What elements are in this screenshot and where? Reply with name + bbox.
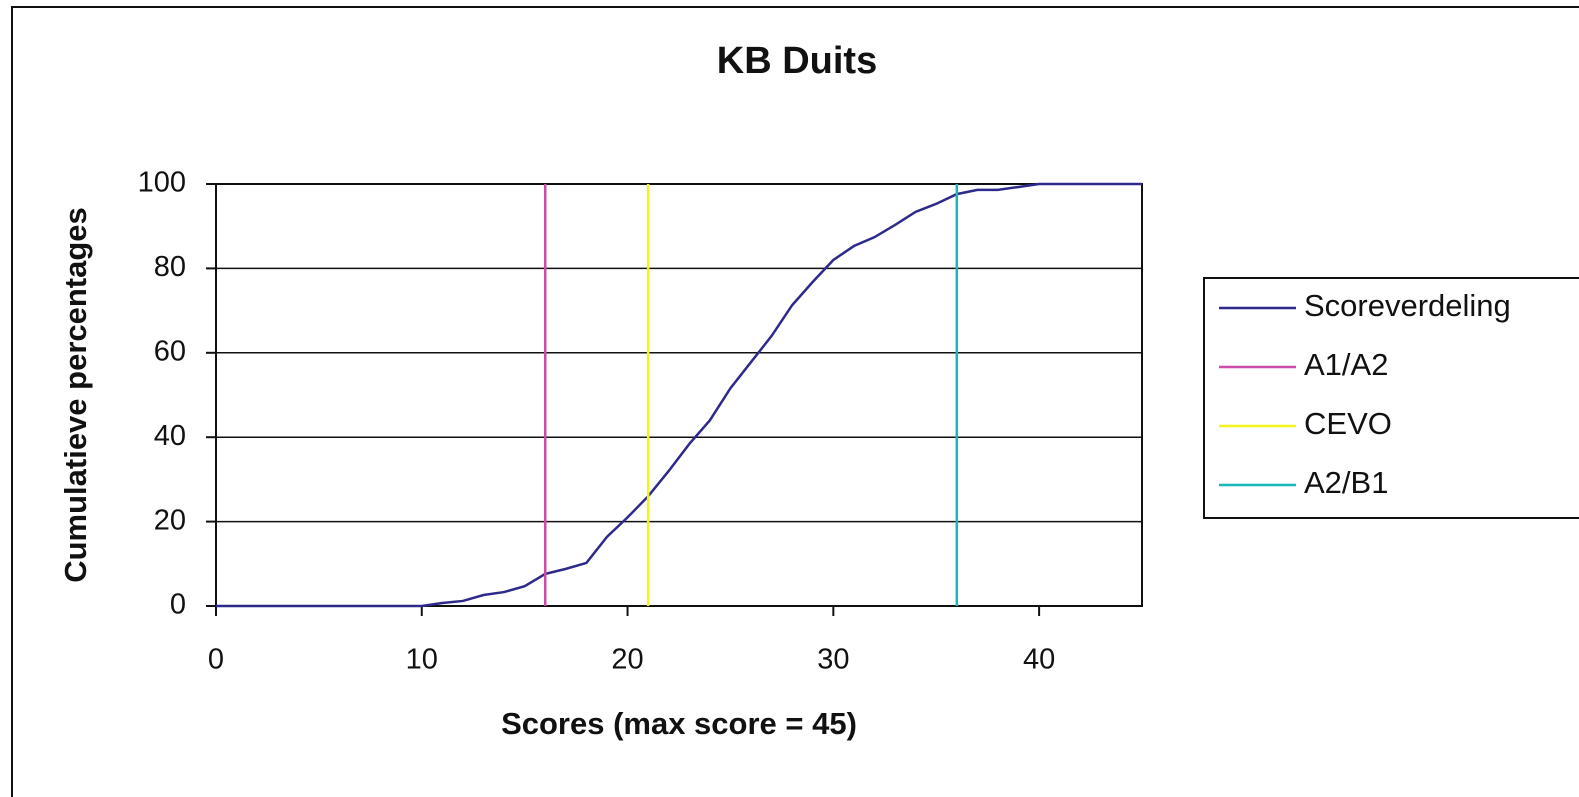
frame (11, 6, 1579, 797)
y-tick-label: 40 (154, 420, 186, 452)
y-tick-label: 80 (154, 251, 186, 283)
x-tick-label: 20 (611, 644, 643, 676)
x-tick-label: 40 (1023, 644, 1055, 676)
legend-label: A2/B1 (1304, 465, 1388, 500)
y-tick-label: 100 (138, 167, 186, 199)
legend-label: Scoreverdeling (1304, 288, 1511, 323)
x-tick-label: 10 (406, 644, 438, 676)
plot-area (215, 183, 1143, 607)
legend (1203, 277, 1579, 519)
legend-label: CEVO (1304, 406, 1392, 441)
series-line (216, 182, 1142, 608)
y-tick-label: 0 (170, 589, 186, 621)
y-axis-label: Cumulatieve percentages (58, 207, 93, 583)
chart-title: KB Duits (717, 40, 877, 82)
x-tick-label: 30 (817, 644, 849, 676)
x-tick-label: 0 (208, 644, 224, 676)
y-tick-label: 20 (154, 504, 186, 536)
x-axis-label: Scores (max score = 45) (501, 706, 857, 741)
y-tick-label: 60 (154, 335, 186, 367)
legend-label: A1/A2 (1304, 347, 1388, 382)
